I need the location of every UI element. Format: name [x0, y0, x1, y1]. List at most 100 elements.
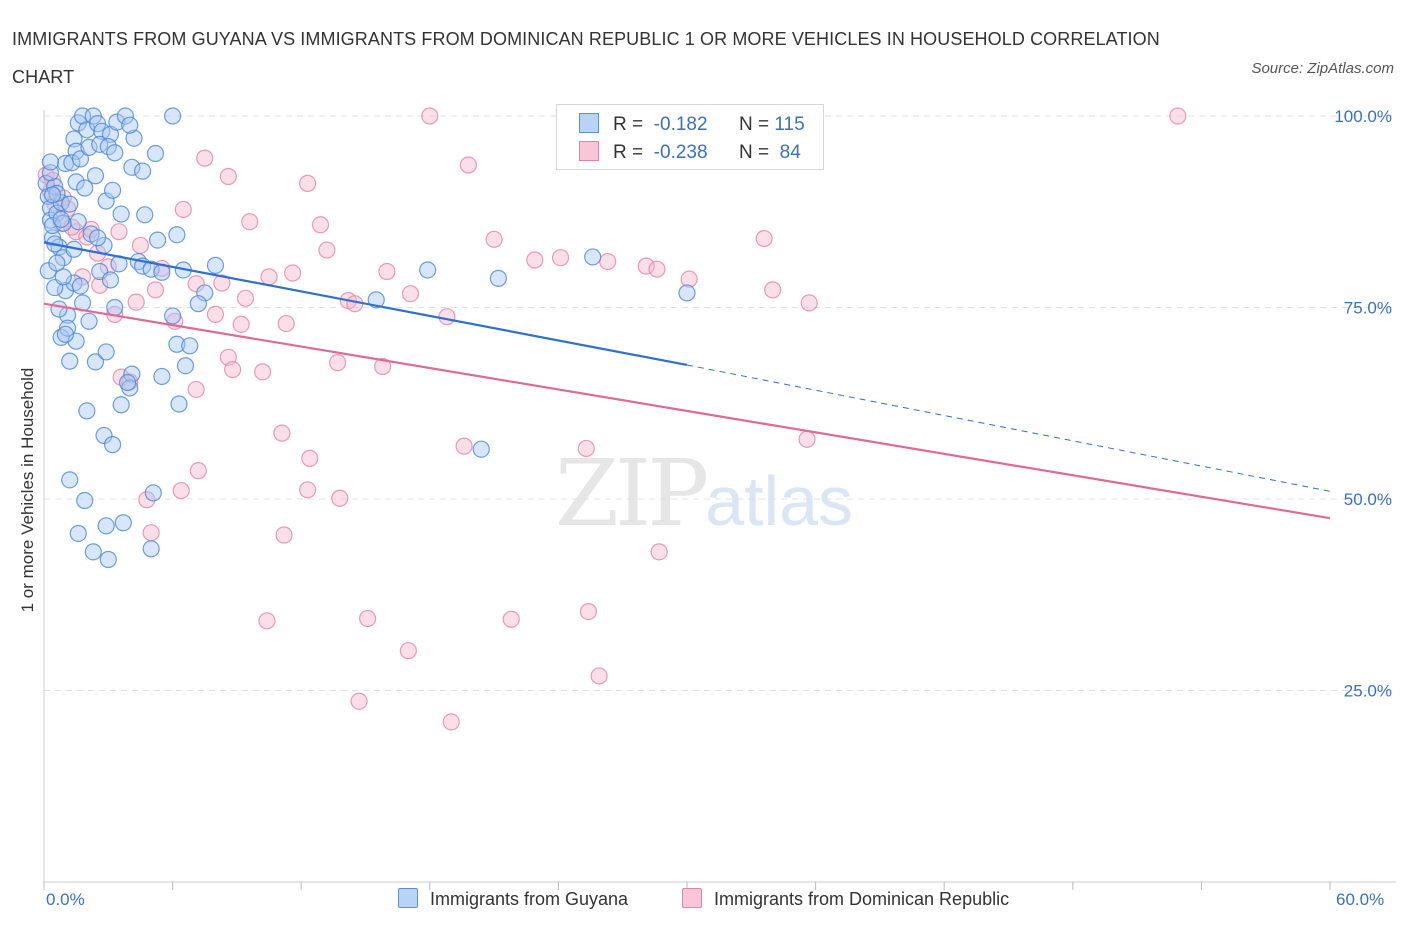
- guyana-point: [43, 216, 62, 235]
- dominican-republic-point: [273, 424, 291, 442]
- guyana-point: [170, 395, 188, 413]
- dominican-republic-point: [206, 305, 225, 323]
- dominican-republic-point: [187, 380, 205, 399]
- legend-n-label: N =: [738, 114, 770, 135]
- dominican-republic-point: [301, 449, 319, 468]
- dominican-republic-point: [224, 360, 242, 379]
- y-tick-label: 75.0%: [1344, 299, 1392, 318]
- dominican-republic-point: [99, 258, 117, 276]
- guyana-point: [116, 107, 135, 125]
- guyana-point: [472, 440, 490, 458]
- guyana-point: [41, 153, 60, 171]
- dominican-republic-point: [254, 363, 272, 381]
- guyana-point: [50, 300, 68, 318]
- guyana-point: [123, 158, 141, 176]
- dominican-republic-point: [378, 262, 396, 281]
- guyana-point: [168, 226, 186, 244]
- guyana-point: [133, 162, 152, 180]
- guyana-point: [88, 229, 107, 247]
- dominican-republic-point: [459, 156, 477, 174]
- guyana-point: [146, 144, 165, 163]
- dominican-republic-point: [526, 251, 544, 269]
- guyana-point: [101, 271, 120, 289]
- dominican-republic-point: [174, 200, 192, 219]
- guyana-point: [48, 254, 66, 272]
- guyana-point: [43, 186, 62, 204]
- guyana-point: [148, 231, 167, 249]
- dominican-republic-point: [110, 223, 128, 241]
- legend-r-label: R =: [613, 114, 644, 135]
- dominican-republic-point: [359, 609, 377, 628]
- guyana-point: [80, 312, 98, 330]
- guyana-point: [114, 514, 132, 532]
- guyana-point: [168, 335, 186, 353]
- dominican-republic-point: [258, 612, 276, 630]
- guyana-point: [121, 116, 139, 134]
- dominican-republic-point: [442, 713, 460, 731]
- dominican-republic-point: [299, 481, 317, 499]
- dominican-republic-point: [680, 270, 698, 288]
- dominican-republic-point: [650, 543, 668, 561]
- dominican-republic-point: [127, 293, 145, 311]
- dominican-republic-point: [577, 439, 595, 458]
- bottom-legend-swatch-guyana: [398, 888, 418, 908]
- gridlines: [44, 115, 1396, 691]
- x-tick-label-min: 0.0%: [46, 890, 85, 909]
- guyana-point: [52, 210, 70, 229]
- guyana-point: [61, 352, 79, 370]
- stats-legend: R = -0.182 N = 115 R = -0.238 N = 84: [556, 104, 824, 170]
- guyana-point: [69, 213, 87, 231]
- dominican-republic-point: [213, 274, 231, 292]
- guyana-point: [419, 261, 437, 279]
- guyana-point: [78, 402, 96, 420]
- watermark-atlas: atlas: [705, 462, 854, 540]
- dominican-republic-point: [299, 174, 317, 193]
- guyana-point: [67, 173, 85, 191]
- legend-n-value-dominican-republic: 84: [779, 142, 801, 163]
- dominican-republic-point: [331, 489, 349, 507]
- guyana-point: [103, 181, 122, 199]
- guyana-point: [112, 205, 130, 223]
- y-tick-label: 50.0%: [1344, 490, 1392, 509]
- guyana-point: [67, 332, 85, 350]
- legend-row-guyana: R = -0.182 N = 115: [579, 113, 805, 137]
- guyana-point: [164, 107, 182, 125]
- y-tick-label: 25.0%: [1344, 682, 1392, 701]
- dominican-republic-point: [236, 289, 255, 307]
- source-label: Source: ZipAtlas.com: [1251, 60, 1394, 77]
- dominican-republic-point: [399, 642, 417, 660]
- dominican-republic-point: [1169, 107, 1187, 125]
- guyana-point: [84, 543, 102, 561]
- guyana-point: [181, 337, 199, 355]
- guyana-point: [61, 471, 79, 489]
- guyana-point: [71, 150, 90, 168]
- dominican-republic-point: [455, 437, 473, 455]
- guyana-point: [584, 248, 602, 266]
- dominican-republic-point: [755, 229, 773, 248]
- legend-r-value-guyana: -0.182: [653, 114, 708, 135]
- legend-n-label: N =: [738, 142, 770, 163]
- guyana-point: [71, 277, 90, 295]
- guyana-point: [108, 113, 126, 131]
- guyana-point: [69, 524, 87, 543]
- x-tick-label-max: 60.0%: [1336, 890, 1385, 909]
- dominican-republic-point: [800, 294, 818, 312]
- guyana-point: [56, 325, 75, 343]
- guyana-point: [61, 195, 79, 213]
- guyana-point: [489, 269, 507, 287]
- dominican-republic-point: [764, 281, 782, 299]
- guyana-point: [123, 365, 141, 383]
- guyana-point: [106, 298, 124, 317]
- dominican-republic-point: [138, 491, 156, 509]
- dominican-republic-point: [579, 603, 598, 621]
- y-tick-labels: 100.0% 75.0% 50.0% 25.0%: [1334, 107, 1392, 701]
- bottom-legend-swatch-dominican-republic: [682, 888, 702, 908]
- guyana-point: [142, 260, 160, 278]
- dominican-republic-point: [172, 481, 190, 500]
- guyana-point: [99, 550, 117, 569]
- guyana-point: [63, 154, 81, 172]
- guyana-point: [136, 206, 154, 224]
- y-tick-label: 100.0%: [1334, 107, 1392, 126]
- guyana-point: [103, 436, 122, 454]
